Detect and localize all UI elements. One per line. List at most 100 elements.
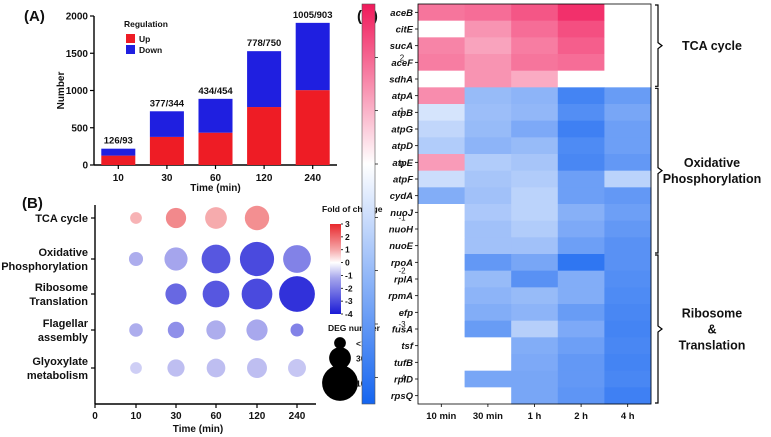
c-heatmap-cell xyxy=(464,287,512,305)
a-bar-down xyxy=(247,51,282,108)
b-row-label: Oxidative Phosphorylation xyxy=(1,247,88,273)
c-heatmap-cell xyxy=(604,54,652,72)
c-heatmap-cell xyxy=(557,354,605,372)
c-colorbar-tick-label: 1 xyxy=(400,107,405,116)
c-heatmap-cell xyxy=(511,170,559,188)
c-heatmap-cell xyxy=(418,337,465,355)
c-colorbar xyxy=(362,4,375,404)
a-y-tick-label: 0 xyxy=(82,161,88,172)
c-heatmap-cell xyxy=(418,87,465,105)
c-heatmap-cell xyxy=(418,187,465,205)
c-col-label: 2 h xyxy=(574,411,588,422)
a-bar-up xyxy=(247,107,282,165)
c-heatmap-cell xyxy=(557,387,605,405)
c-heatmap-cell xyxy=(464,70,512,88)
a-y-tick-label: 2000 xyxy=(66,12,89,23)
a-bar-down xyxy=(295,22,330,91)
a-bar-down xyxy=(101,148,136,156)
c-colorbar-tick-label: 2 xyxy=(400,53,405,62)
b-size-legend-dot xyxy=(322,365,358,401)
c-gene-label: aceB xyxy=(390,8,413,19)
c-heatmap-cell xyxy=(557,320,605,338)
b-bubble xyxy=(167,321,185,339)
b-colorbar-tick-label: 0 xyxy=(345,258,350,268)
b-colorbar-tick-label: -2 xyxy=(345,283,353,293)
c-heatmap-cell xyxy=(418,387,465,405)
b-x-tick-label: 30 xyxy=(170,411,182,422)
c-heatmap-cell xyxy=(464,270,512,288)
a-y-tick-label: 500 xyxy=(71,123,88,134)
c-gene-label: sucA xyxy=(390,41,413,52)
c-heatmap-cell xyxy=(418,320,465,338)
c-col-label: 4 h xyxy=(621,411,635,422)
b-bubble xyxy=(206,320,226,340)
c-heatmap-cell xyxy=(604,270,652,288)
c-heatmap-cell xyxy=(604,354,652,372)
b-bubble xyxy=(130,212,142,224)
c-group-label: Oxidative Phosphorylation xyxy=(663,156,762,186)
b-size-legend-label: 30 xyxy=(356,354,366,364)
c-heatmap-cell xyxy=(604,320,652,338)
c-heatmap-cell xyxy=(557,154,605,172)
a-bar-label: 377/344 xyxy=(150,98,185,109)
b-colorbar-tick-label: -3 xyxy=(345,296,353,306)
c-heatmap-cell xyxy=(464,204,512,222)
c-heatmap-cell xyxy=(604,370,652,388)
a-x-tick-label: 240 xyxy=(304,173,321,184)
c-heatmap-cell xyxy=(604,204,652,222)
c-group-bracket xyxy=(655,4,663,87)
c-heatmap-cell xyxy=(464,370,512,388)
a-legend-label: Up xyxy=(139,34,150,44)
c-heatmap-cell xyxy=(464,304,512,322)
b-color-legend-title: Fold of change xyxy=(322,204,383,214)
c-group-label: TCA cycle xyxy=(682,39,742,53)
c-gene-label: rplA xyxy=(394,275,413,286)
c-heatmap-cell xyxy=(464,387,512,405)
panel-a-label: (A) xyxy=(24,8,45,25)
b-bubble xyxy=(290,323,304,337)
c-heatmap-cell xyxy=(557,337,605,355)
c-heatmap-cell xyxy=(604,254,652,272)
c-heatmap-cell xyxy=(604,37,652,55)
c-heatmap-cell xyxy=(557,54,605,72)
c-heatmap-cell xyxy=(511,304,559,322)
c-heatmap-cell xyxy=(418,254,465,272)
c-gene-label: nuoH xyxy=(389,225,414,236)
c-heatmap-cell xyxy=(511,370,559,388)
b-bubble xyxy=(202,280,230,308)
c-gene-label: atpB xyxy=(392,108,413,119)
c-group-bracket xyxy=(655,87,663,254)
a-legend-swatch xyxy=(126,45,135,54)
panel-c-heatmap: (C) aceBcitEsucAaceFsdhAatpAatpBatpGatpD… xyxy=(357,3,762,422)
c-gene-label: rplD xyxy=(394,375,413,386)
c-heatmap-cell xyxy=(604,104,652,122)
b-bubble xyxy=(206,358,226,378)
b-colorbar-tick-label: -4 xyxy=(345,309,353,319)
c-gene-label: atpG xyxy=(391,125,413,136)
a-bar-label: 778/750 xyxy=(247,38,281,49)
b-bubble xyxy=(165,283,187,305)
c-heatmap-cell xyxy=(464,20,512,38)
b-bubble xyxy=(128,251,144,267)
c-gene-label: atpA xyxy=(392,91,413,102)
a-bar-up xyxy=(101,155,136,165)
c-heatmap-cell xyxy=(511,87,559,105)
c-gene-label: atpE xyxy=(392,158,413,169)
c-heatmap-cell xyxy=(418,70,465,88)
c-heatmap-cell xyxy=(464,4,512,22)
c-heatmap-cell xyxy=(511,337,559,355)
c-heatmap-cell xyxy=(604,137,652,155)
c-heatmap-cell xyxy=(418,120,465,138)
c-heatmap-cell xyxy=(418,104,465,122)
c-heatmap-cell xyxy=(418,37,465,55)
a-x-tick-label: 120 xyxy=(256,173,273,184)
c-heatmap-cell xyxy=(511,70,559,88)
b-colorbar-tick-label: -1 xyxy=(345,270,353,280)
a-legend-title: Regulation xyxy=(124,19,168,29)
c-heatmap-cell xyxy=(511,387,559,405)
c-heatmap-cell xyxy=(418,237,465,255)
b-row-label: Glyoxylate metabolism xyxy=(27,356,88,382)
c-heatmap-cell xyxy=(511,20,559,38)
